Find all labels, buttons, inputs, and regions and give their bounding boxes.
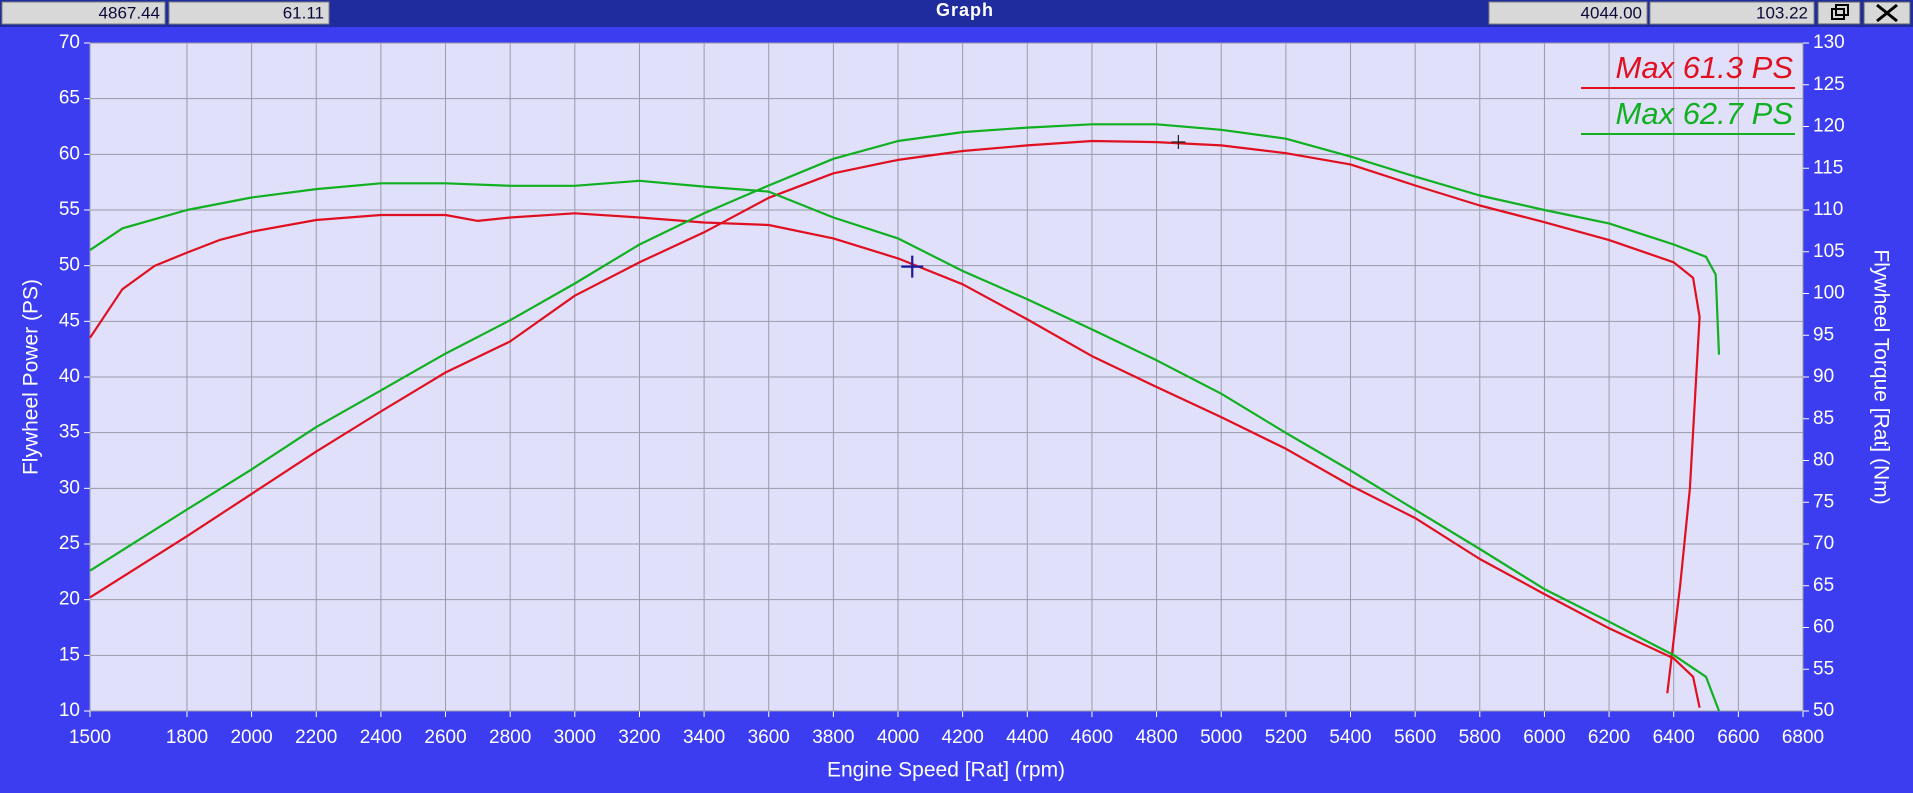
max-annotation: Max 62.7 PS bbox=[1616, 96, 1794, 131]
x-tick-label: 4000 bbox=[877, 727, 919, 748]
y2-tick-label: 85 bbox=[1813, 408, 1834, 429]
y2-tick-label: 55 bbox=[1813, 658, 1834, 679]
cursor-y-readout: 61.11 bbox=[283, 3, 324, 22]
y-tick-label: 30 bbox=[59, 477, 80, 498]
x-tick-label: 6200 bbox=[1588, 727, 1630, 748]
y2-tick-label: 110 bbox=[1813, 199, 1843, 220]
x-tick-label: 4200 bbox=[942, 727, 984, 748]
y-tick-label: 55 bbox=[59, 199, 80, 220]
x-tick-label: 5000 bbox=[1200, 727, 1242, 748]
y-tick-label: 65 bbox=[59, 88, 80, 109]
x-tick-label: 3200 bbox=[618, 727, 660, 748]
x-tick-label: 4800 bbox=[1135, 727, 1177, 748]
x-tick-label: 3400 bbox=[683, 727, 725, 748]
y2-tick-label: 80 bbox=[1813, 450, 1834, 471]
x-tick-label: 1800 bbox=[166, 727, 208, 748]
y-tick-label: 35 bbox=[59, 422, 80, 443]
x-tick-label: 5200 bbox=[1265, 727, 1307, 748]
y-tick-label: 70 bbox=[59, 32, 80, 53]
cursor-x-readout: 4044.00 bbox=[1581, 3, 1642, 22]
cursor-marker bbox=[1171, 134, 1186, 149]
x-tick-label: 6600 bbox=[1717, 727, 1759, 748]
series-line bbox=[89, 123, 1721, 572]
x-tick-label: 6000 bbox=[1523, 727, 1565, 748]
y2-tick-label: 95 bbox=[1813, 324, 1834, 345]
x-tick-label: 2800 bbox=[489, 727, 531, 748]
y-tick-label: 20 bbox=[59, 589, 80, 610]
y-tick-label: 50 bbox=[59, 255, 80, 276]
y2-tick-label: 90 bbox=[1813, 366, 1834, 387]
x-tick-label: 3800 bbox=[812, 727, 854, 748]
y2-tick-label: 50 bbox=[1813, 700, 1834, 721]
y2-tick-label: 100 bbox=[1813, 283, 1845, 304]
x-tick-label: 5600 bbox=[1394, 727, 1436, 748]
series-line bbox=[89, 179, 1721, 712]
x-tick-label: 2400 bbox=[360, 727, 402, 748]
x-tick-label: 1500 bbox=[69, 727, 111, 748]
restore-button[interactable] bbox=[1817, 1, 1861, 25]
x-tick-label: 4600 bbox=[1071, 727, 1113, 748]
x-tick-label: 5400 bbox=[1329, 727, 1371, 748]
y2-tick-label: 75 bbox=[1813, 491, 1834, 512]
y2-tick-label: 105 bbox=[1813, 241, 1845, 262]
series-line bbox=[89, 139, 1701, 694]
y2-tick-label: 65 bbox=[1813, 575, 1834, 596]
max-annotation: Max 61.3 PS bbox=[1616, 50, 1794, 85]
x-tick-label: 3600 bbox=[748, 727, 790, 748]
cursor-marker bbox=[901, 255, 924, 278]
cursor-x-readout: 4867.44 bbox=[99, 3, 160, 22]
x-tick-label: 2200 bbox=[295, 727, 337, 748]
y-tick-label: 60 bbox=[59, 143, 80, 164]
readout-box bbox=[1649, 1, 1815, 25]
y-tick-label: 10 bbox=[59, 700, 80, 721]
y2-tick-label: 60 bbox=[1813, 617, 1834, 638]
window-title: Graph bbox=[936, 0, 994, 20]
y2-axis-label: Flywheel Torque [Rat] (Nm) bbox=[1869, 249, 1892, 504]
y-tick-label: 15 bbox=[59, 644, 80, 665]
readout-box bbox=[168, 1, 330, 25]
y-axis-label: Flywheel Power (PS) bbox=[20, 279, 43, 475]
series-line bbox=[89, 212, 1701, 708]
x-tick-label: 6800 bbox=[1782, 727, 1824, 748]
y2-tick-label: 130 bbox=[1813, 32, 1845, 53]
y2-tick-label: 125 bbox=[1813, 74, 1845, 95]
x-tick-label: 6400 bbox=[1653, 727, 1695, 748]
x-tick-label: 2000 bbox=[230, 727, 272, 748]
chart-layer: 1500 1800 2000 2200 2400 2600 2800 3000 3200 3400… bbox=[59, 32, 1845, 748]
readout-box bbox=[1, 1, 166, 25]
close-button[interactable] bbox=[1863, 1, 1911, 25]
y2-tick-label: 120 bbox=[1813, 116, 1845, 137]
x-tick-label: 3000 bbox=[554, 727, 596, 748]
readout-box bbox=[1488, 1, 1648, 25]
y2-tick-label: 115 bbox=[1813, 157, 1843, 178]
y-tick-label: 40 bbox=[59, 366, 80, 387]
y2-tick-label: 70 bbox=[1813, 533, 1834, 554]
x-axis-label: Engine Speed [Rat] (rpm) bbox=[827, 759, 1065, 782]
y-tick-label: 25 bbox=[59, 533, 80, 554]
x-tick-label: 5800 bbox=[1459, 727, 1501, 748]
cursor-y-readout: 103.22 bbox=[1756, 3, 1808, 22]
y-tick-label: 45 bbox=[59, 310, 80, 331]
x-tick-label: 2600 bbox=[424, 727, 466, 748]
x-tick-label: 4400 bbox=[1006, 727, 1048, 748]
